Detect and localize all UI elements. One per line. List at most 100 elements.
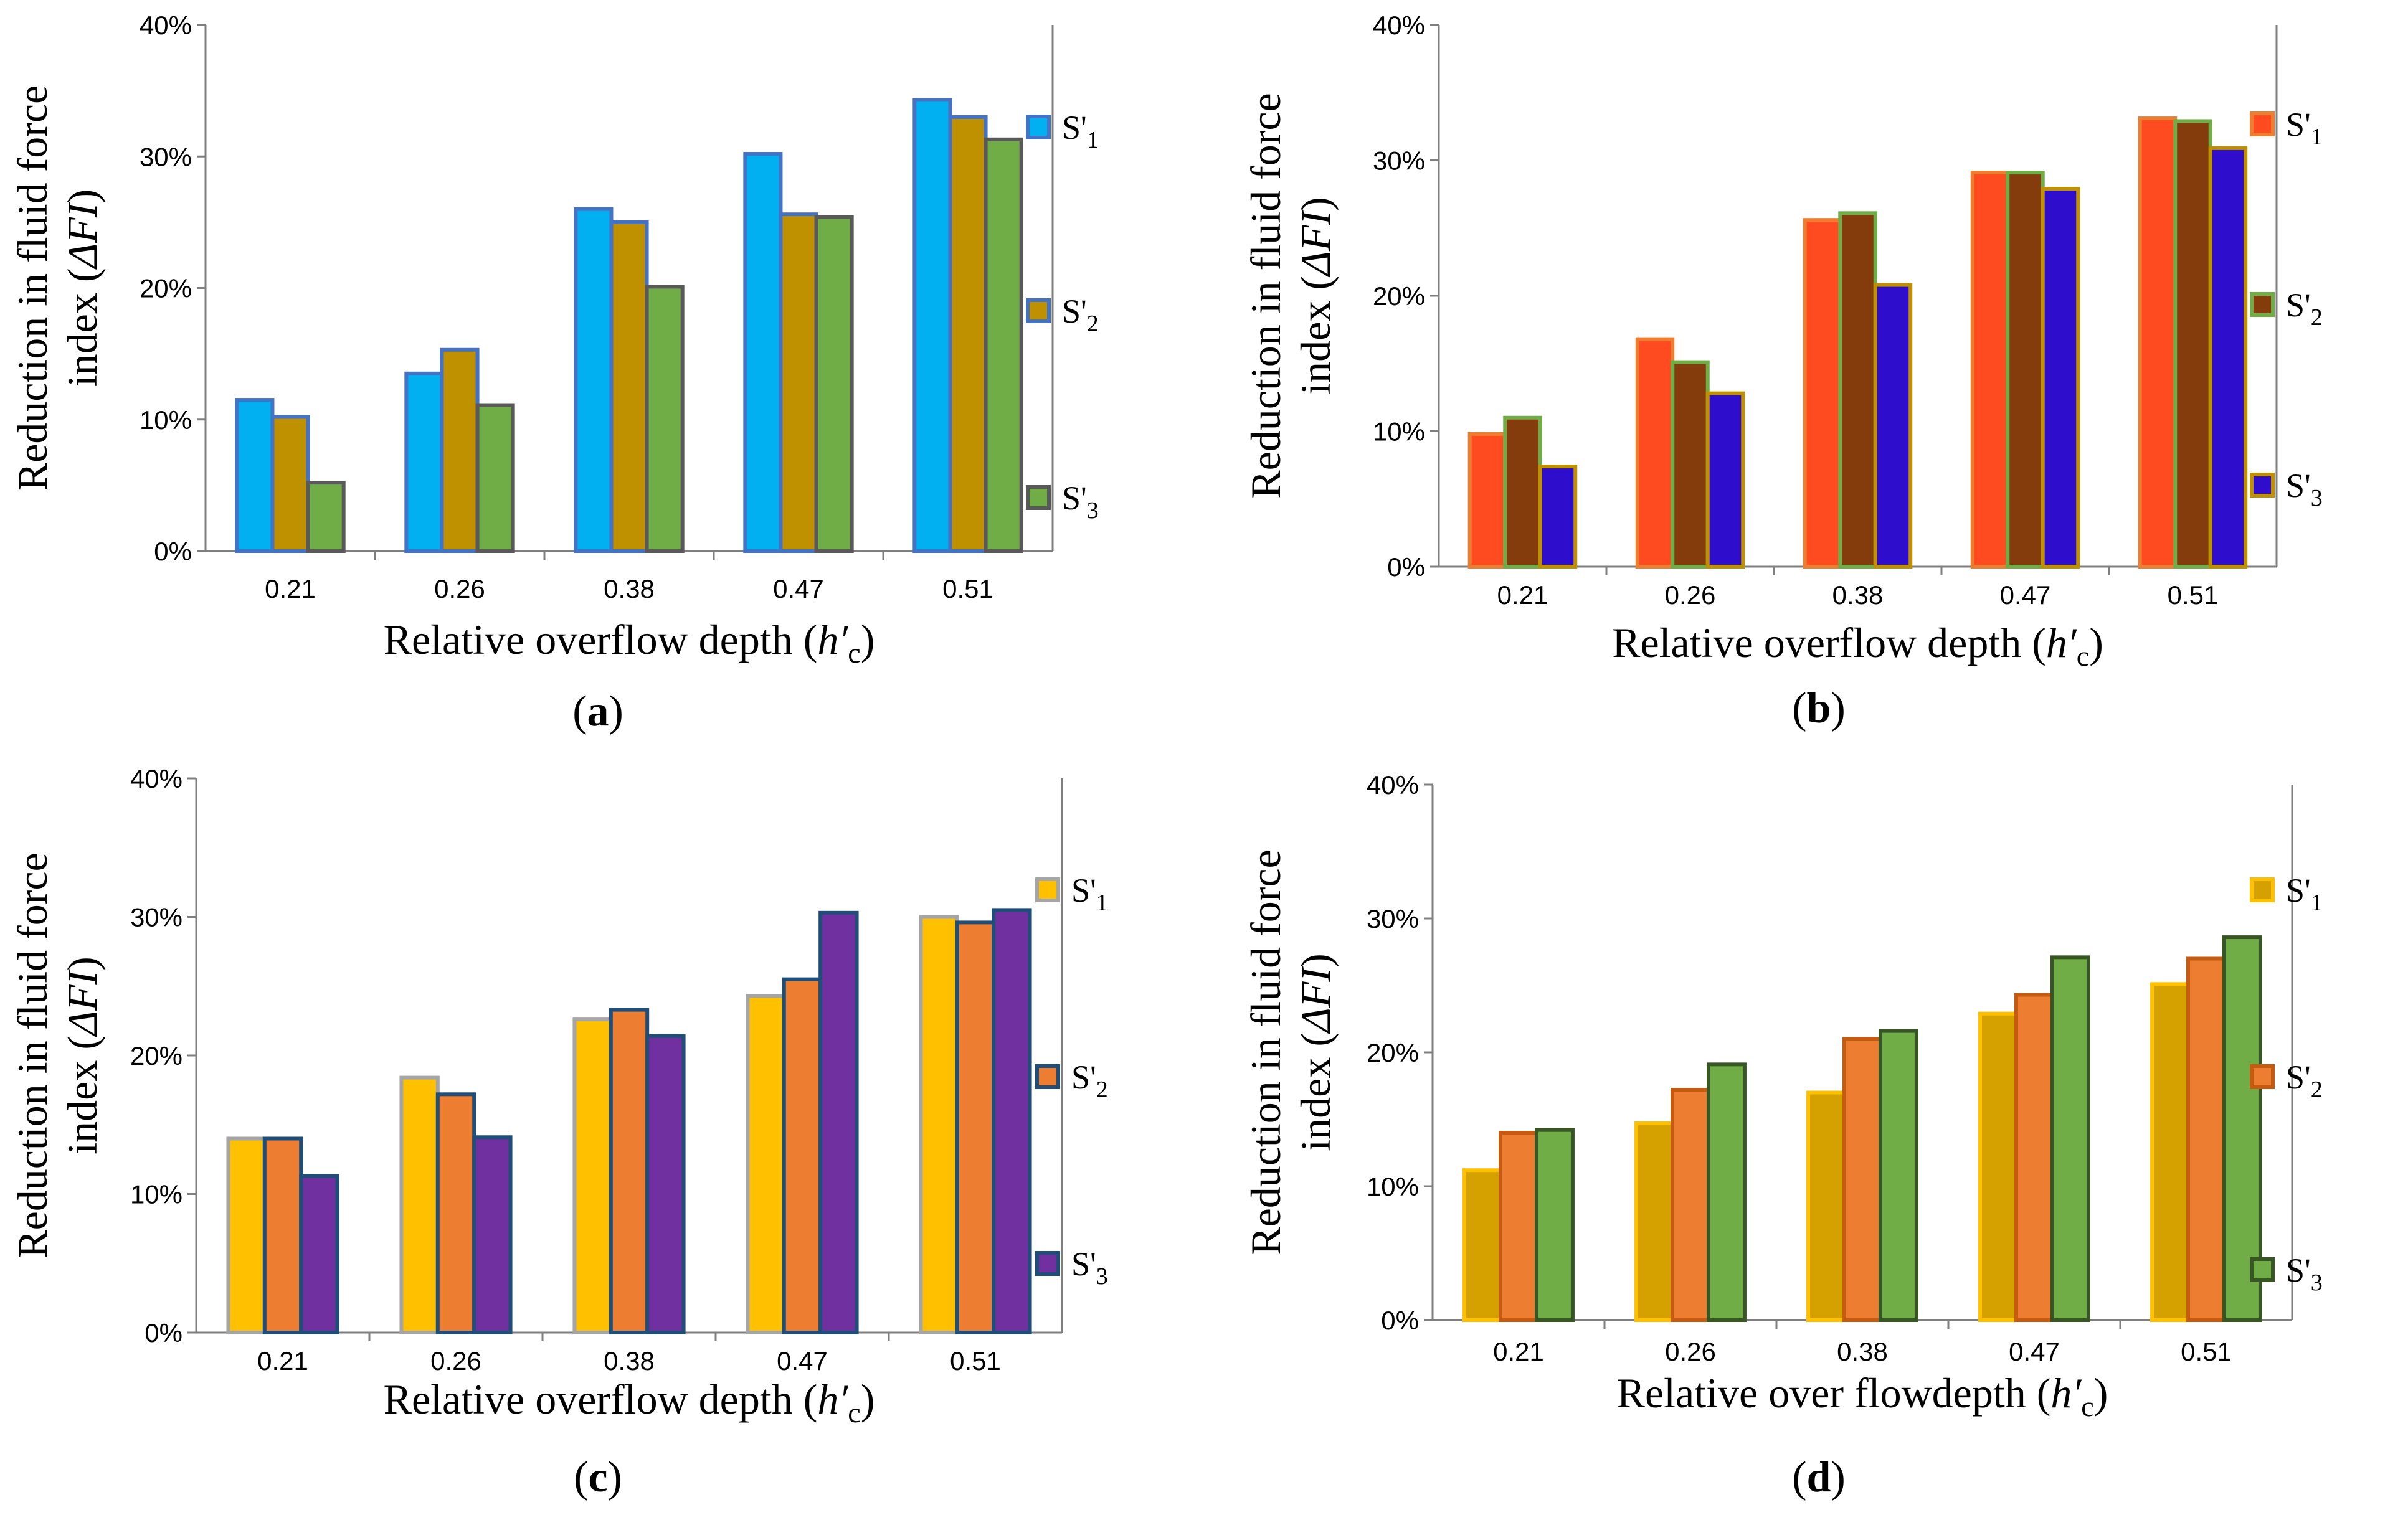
- bar-d-s2-0.51: [2186, 956, 2226, 1322]
- bar-d-s1-0.26: [1634, 1121, 1675, 1322]
- y-tick-label: 30%: [1373, 146, 1425, 176]
- bar-a-s3-0.21: [306, 481, 346, 554]
- bar-b-s3-0.51: [2208, 146, 2248, 569]
- legend-swatch: [2250, 292, 2275, 317]
- x-tick-label: 0.47: [773, 574, 824, 603]
- bar-a-s2-0.38: [609, 220, 649, 553]
- bar-b-s1-0.47: [1970, 171, 2010, 569]
- x-axis-title: Relative overflow depth (h′c): [1612, 619, 2103, 672]
- bar-a-s3-0.26: [475, 403, 515, 554]
- bar-d-s3-0.51: [2222, 935, 2262, 1322]
- bar-c-s1-0.26: [399, 1075, 440, 1334]
- bar-c-s1-0.47: [746, 994, 786, 1334]
- bar-a-s2-0.51: [948, 115, 988, 553]
- y-tick-label: 40%: [130, 764, 182, 793]
- y-tick-label: 20%: [140, 274, 192, 303]
- legend-swatch: [1035, 1064, 1060, 1089]
- bar-c-s1-0.38: [572, 1017, 613, 1335]
- legend-label: S'3: [2286, 467, 2323, 511]
- bar-b-s1-0.51: [2138, 116, 2178, 569]
- x-tick-label: 0.51: [2181, 1337, 2232, 1366]
- bar-d-s3-0.38: [1878, 1029, 1918, 1322]
- legend-swatch: [2250, 473, 2275, 498]
- y-tick-label: 10%: [1367, 1172, 1419, 1201]
- legend-swatch: [2250, 111, 2275, 136]
- bar-a-s3-0.47: [814, 215, 854, 553]
- legend-swatch: [1035, 1251, 1060, 1276]
- chart-panel-c: 0% 10% 20% 30% 40% 0.21 0.26 0.38 0.47 0.51 S'1 S'2…: [9, 764, 1108, 1501]
- y-tick-label: 10%: [130, 1180, 182, 1209]
- bar-c-s1-0.21: [226, 1136, 267, 1334]
- legend-swatch: [1026, 298, 1051, 323]
- legend-label: S'2: [2286, 286, 2323, 331]
- x-tick-label: 0.38: [1832, 580, 1884, 610]
- y-tick-label: 40%: [1373, 11, 1425, 40]
- legend-label: S'2: [2286, 1059, 2323, 1103]
- legend-label: S'3: [1071, 1245, 1108, 1290]
- legend-swatch: [2250, 1257, 2275, 1282]
- panel-caption: (c): [574, 1453, 622, 1501]
- bar-b-s2-0.47: [2006, 171, 2045, 569]
- bar-d-s1-0.47: [1978, 1011, 2019, 1323]
- bar-a-s3-0.38: [645, 285, 685, 553]
- bar-d-s1-0.21: [1462, 1168, 1503, 1322]
- legend-label: S'1: [2286, 106, 2323, 150]
- y-tick-label: 0%: [1381, 1306, 1419, 1335]
- bar-b-s3-0.21: [1538, 465, 1578, 569]
- legend-swatch: [1026, 485, 1051, 510]
- bar-a-s1-0.26: [404, 371, 444, 553]
- bar-c-s2-0.47: [782, 977, 823, 1334]
- legend-label: S'1: [1062, 109, 1099, 153]
- bar-d-s1-0.51: [2150, 982, 2191, 1322]
- x-tick-label: 0.26: [430, 1346, 481, 1376]
- legend-swatch: [2250, 877, 2275, 902]
- y-tick-label: 10%: [140, 405, 192, 435]
- x-tick-label: 0.21: [257, 1346, 308, 1376]
- legend-label: S'2: [1071, 1059, 1108, 1103]
- y-tick-label: 30%: [130, 903, 182, 932]
- bar-b-s3-0.26: [1705, 391, 1745, 569]
- y-tick-label: 10%: [1373, 417, 1425, 446]
- bar-d-s3-0.21: [1534, 1128, 1575, 1322]
- bar-d-s2-0.21: [1499, 1131, 1538, 1322]
- bar-b-s1-0.26: [1635, 337, 1675, 569]
- bar-c-s1-0.51: [919, 915, 959, 1334]
- x-tick-label: 0.21: [1497, 580, 1548, 610]
- bar-c-s3-0.26: [472, 1135, 513, 1335]
- y-axis-title: Reduction in fluid forceindex (ΔFI): [1242, 93, 1339, 498]
- bar-d-s3-0.47: [2050, 955, 2090, 1322]
- bar-c-s2-0.26: [435, 1092, 476, 1335]
- bar-b-s3-0.38: [1873, 283, 1913, 569]
- x-tick-label: 0.47: [2009, 1337, 2060, 1366]
- y-tick-label: 20%: [1367, 1038, 1419, 1067]
- x-tick-label: 0.51: [2168, 580, 2219, 610]
- y-axis-title: Reduction in fluid forceindex (ΔFI): [9, 852, 106, 1258]
- y-tick-label: 0%: [1387, 552, 1425, 582]
- x-axis-title: Relative overflow depth (h′c): [384, 1376, 875, 1428]
- x-tick-label: 0.38: [1837, 1337, 1888, 1366]
- legend-swatch: [1035, 877, 1060, 902]
- bar-c-s2-0.51: [955, 920, 996, 1334]
- legend-label: S'1: [2286, 872, 2323, 916]
- chart-panel-a: 0% 10% 20% 30% 40% 0.21 0.26 0.38 0.47 0.51 S'1 S'2…: [9, 11, 1099, 735]
- x-tick-label: 0.47: [777, 1346, 828, 1376]
- x-tick-label: 0.38: [604, 574, 655, 603]
- panel-caption: (d): [1792, 1453, 1846, 1501]
- y-tick-label: 30%: [140, 142, 192, 171]
- x-axis-title: Relative over flowdepth (h′c): [1617, 1369, 2108, 1422]
- bar-c-s3-0.38: [645, 1034, 686, 1334]
- bar-b-s2-0.21: [1503, 415, 1542, 569]
- x-tick-label: 0.51: [950, 1346, 1001, 1376]
- bar-a-s1-0.21: [235, 398, 275, 553]
- x-tick-label: 0.26: [434, 574, 485, 603]
- y-tick-label: 40%: [140, 11, 192, 40]
- bar-b-s2-0.38: [1838, 211, 1877, 569]
- bar-c-s3-0.47: [818, 910, 859, 1334]
- bar-a-s1-0.47: [743, 152, 783, 553]
- y-tick-label: 40%: [1367, 770, 1419, 800]
- bar-c-s2-0.38: [609, 1008, 650, 1334]
- panel-caption: (b): [1792, 684, 1846, 732]
- bar-b-s2-0.26: [1671, 360, 1710, 569]
- bar-c-s3-0.51: [992, 908, 1032, 1334]
- chart-panel-b: 0% 10% 20% 30% 40% 0.21 0.26 0.38 0.47 0.51 S'1 S'2…: [1242, 11, 2323, 732]
